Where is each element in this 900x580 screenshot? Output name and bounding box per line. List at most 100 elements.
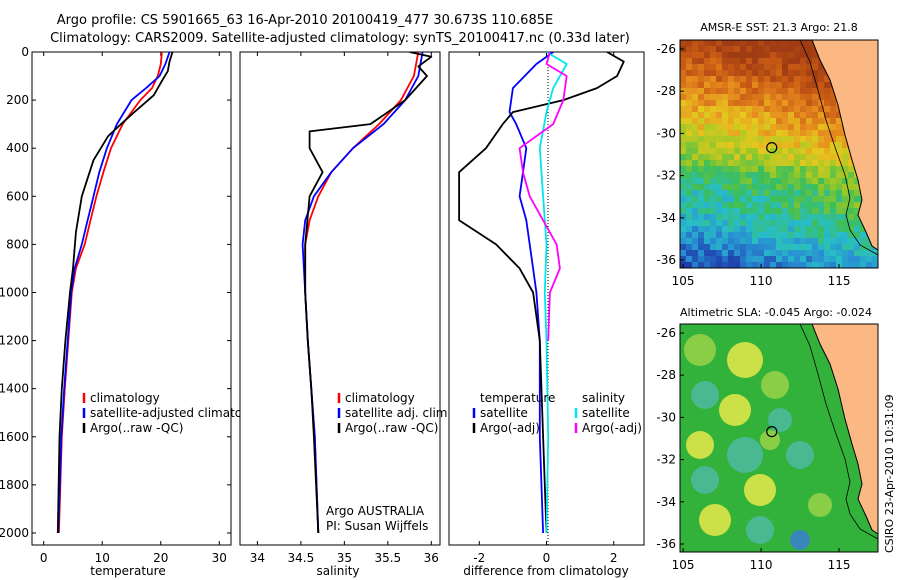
sst-cell bbox=[740, 94, 746, 100]
sst-cell bbox=[746, 46, 752, 52]
sst-cell bbox=[794, 154, 800, 160]
depth-tick-label: 2000 bbox=[0, 526, 29, 540]
sst-cell bbox=[800, 202, 806, 208]
sst-cell bbox=[710, 256, 716, 262]
sst-cell bbox=[824, 112, 830, 118]
sst-cell bbox=[854, 256, 860, 262]
sst-cell bbox=[818, 100, 824, 106]
sst-cell bbox=[710, 178, 716, 184]
sst-cell bbox=[746, 106, 752, 112]
sst-cell bbox=[728, 58, 734, 64]
sst-cell bbox=[686, 118, 692, 124]
sst-cell bbox=[698, 250, 704, 256]
lon-tick-label: 110 bbox=[750, 558, 773, 572]
sst-cell bbox=[686, 232, 692, 238]
sst-cell bbox=[848, 220, 854, 226]
lat-tick-label: -36 bbox=[656, 253, 676, 267]
sst-cell bbox=[776, 88, 782, 94]
sst-cell bbox=[806, 100, 812, 106]
sst-cell bbox=[788, 58, 794, 64]
sst-cell bbox=[770, 136, 776, 142]
sst-cell bbox=[746, 64, 752, 70]
sst-cell bbox=[800, 160, 806, 166]
sst-cell bbox=[680, 214, 686, 220]
sst-cell bbox=[758, 118, 764, 124]
lat-tick-label: -32 bbox=[656, 453, 676, 467]
sst-cell bbox=[704, 64, 710, 70]
sst-cell bbox=[728, 172, 734, 178]
sst-cell bbox=[848, 178, 854, 184]
sst-cell bbox=[728, 178, 734, 184]
x-tick-label: 20 bbox=[153, 551, 168, 565]
sst-cell bbox=[758, 46, 764, 52]
sst-cell bbox=[800, 70, 806, 76]
sst-cell bbox=[800, 124, 806, 130]
sst-cell bbox=[836, 202, 842, 208]
sst-cell bbox=[824, 148, 830, 154]
sst-cell bbox=[722, 238, 728, 244]
sst-cell bbox=[716, 106, 722, 112]
sst-cell bbox=[782, 202, 788, 208]
sst-cell bbox=[830, 106, 836, 112]
sst-cell bbox=[866, 256, 872, 262]
sst-cell bbox=[734, 88, 740, 94]
sst-cell bbox=[710, 64, 716, 70]
sst-cell bbox=[710, 220, 716, 226]
sst-cell bbox=[812, 94, 818, 100]
sst-cell bbox=[728, 124, 734, 130]
sst-cell bbox=[824, 106, 830, 112]
sst-cell bbox=[698, 124, 704, 130]
sst-cell bbox=[704, 154, 710, 160]
sla-depth-contour bbox=[799, 324, 878, 540]
sst-cell bbox=[722, 130, 728, 136]
legend-sal-satellite-label: satellite bbox=[582, 406, 630, 420]
lat-tick-label: -32 bbox=[656, 169, 676, 183]
sst-cell bbox=[812, 172, 818, 178]
sst-cell bbox=[860, 262, 866, 268]
sst-cell bbox=[830, 262, 836, 268]
sst-cell bbox=[770, 244, 776, 250]
sst-cell bbox=[710, 52, 716, 58]
sst-cell bbox=[728, 262, 734, 268]
sst-cell bbox=[776, 58, 782, 64]
sst-cell bbox=[764, 118, 770, 124]
sst-lat-axis: -26 -28 -30 -32 -34 -36 bbox=[656, 42, 684, 267]
sst-cell bbox=[830, 142, 836, 148]
sst-cell bbox=[782, 172, 788, 178]
sst-cell bbox=[776, 124, 782, 130]
sst-cell bbox=[692, 208, 698, 214]
sla-anomaly-blob bbox=[691, 466, 719, 494]
sst-cell bbox=[794, 124, 800, 130]
sst-cell bbox=[842, 208, 848, 214]
sst-cell bbox=[818, 202, 824, 208]
sst-cell bbox=[680, 208, 686, 214]
sst-cell bbox=[722, 214, 728, 220]
sst-cell bbox=[794, 82, 800, 88]
sst-cell bbox=[746, 184, 752, 190]
sst-cell bbox=[752, 70, 758, 76]
sst-cell bbox=[710, 100, 716, 106]
sst-cell bbox=[812, 58, 818, 64]
sst-cell bbox=[728, 82, 734, 88]
sst-cell bbox=[782, 226, 788, 232]
sst-cell bbox=[698, 148, 704, 154]
sst-cell bbox=[788, 118, 794, 124]
sst-cell bbox=[722, 82, 728, 88]
sst-cell bbox=[788, 112, 794, 118]
sst-cell bbox=[764, 190, 770, 196]
sst-cell bbox=[776, 70, 782, 76]
sla-map-title: Altimetric SLA: -0.045 Argo: -0.024 bbox=[680, 306, 872, 319]
sst-cell bbox=[734, 232, 740, 238]
sst-cell bbox=[764, 88, 770, 94]
temperature-x-axis: 0 10 20 30 bbox=[40, 52, 227, 565]
sst-cell bbox=[758, 202, 764, 208]
sst-cell bbox=[776, 130, 782, 136]
sst-cell bbox=[734, 142, 740, 148]
sst-cell bbox=[794, 94, 800, 100]
sst-cell bbox=[782, 124, 788, 130]
sst-cell bbox=[788, 160, 794, 166]
sst-cell bbox=[830, 232, 836, 238]
sst-cell bbox=[830, 220, 836, 226]
sst-cell bbox=[734, 196, 740, 202]
sst-cell bbox=[800, 52, 806, 58]
